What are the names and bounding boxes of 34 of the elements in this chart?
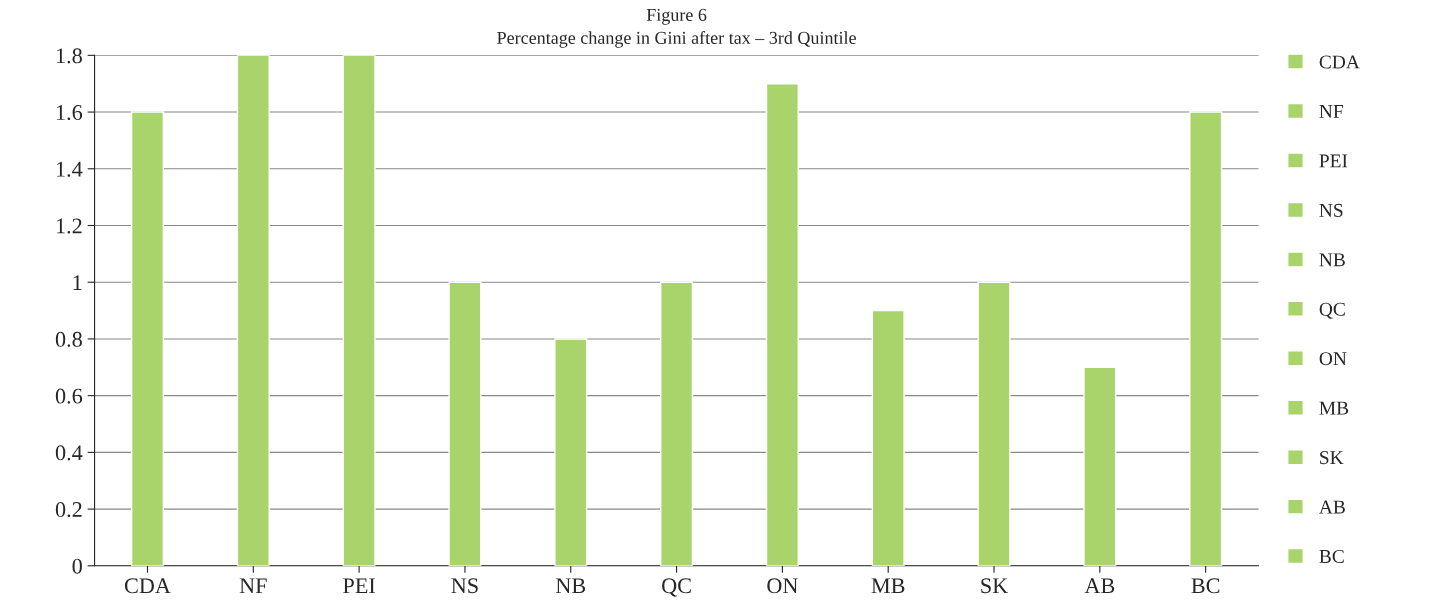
x-tick-label: SK (981, 578, 1008, 594)
y-tick-label: 0.6 (55, 388, 83, 404)
x-tick-label: MB (871, 578, 905, 594)
y-tick-label: 1.6 (56, 105, 83, 121)
y-tick-label: 1.2 (56, 218, 82, 234)
y-tick-label: 0.4 (55, 445, 83, 461)
x-tick-label: QC (662, 578, 691, 597)
x-tick-label: BC (1191, 578, 1220, 594)
x-tick-label: CDA (124, 578, 171, 594)
x-tick-label: NB (555, 578, 586, 594)
x-tick-label: PEI (343, 578, 376, 594)
legend-label: QC (1319, 302, 1345, 319)
legend-label: NS (1319, 203, 1343, 217)
legend-label: CDA (1319, 55, 1360, 69)
legend-label: AB (1319, 500, 1345, 514)
y-tick-label: 0.8 (55, 331, 82, 347)
legend-label: BC (1319, 549, 1344, 564)
legend-label: NF (1319, 105, 1343, 118)
y-tick-label: 1 (73, 275, 82, 290)
x-tick-label: ON (767, 578, 798, 594)
y-tick-label: 1.4 (56, 161, 83, 177)
legend-label: PEI (1319, 154, 1348, 168)
x-tick-label: NF (239, 578, 267, 594)
chart-subtitle: Percentage change in Gini after tax – 3rd Quintile (497, 31, 856, 48)
x-tick-label: AB (1084, 578, 1115, 594)
legend-label: SK (1320, 451, 1344, 465)
y-tick-label: 0 (72, 558, 82, 574)
legend-label: ON (1319, 352, 1347, 366)
x-tick-label: NS (451, 578, 478, 594)
legend-label: MB (1319, 401, 1349, 415)
legend-label: NB (1319, 253, 1345, 267)
chart-title: Figure 6 (646, 8, 707, 25)
y-tick-label: 0.2 (55, 502, 82, 518)
y-tick-label: 1.8 (56, 48, 82, 64)
